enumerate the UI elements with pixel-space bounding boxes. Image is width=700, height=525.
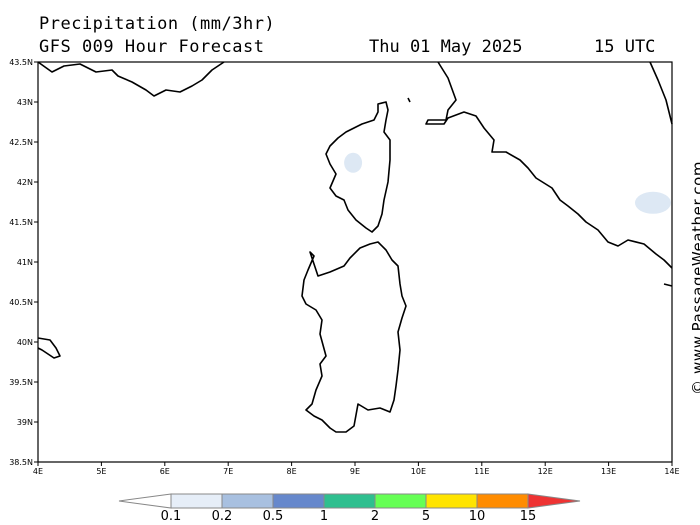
color-legend	[118, 493, 581, 509]
legend-swatch	[374, 493, 427, 509]
axis-ticks: 43.5N 43N 42.5N 42N 41.5N 41N 40.5N 40N 39.5N 39N…	[9, 58, 679, 476]
precipitation-layer	[344, 152, 671, 214]
coastline-west-islet	[37, 337, 61, 359]
lat-tick-label: 43.5N	[9, 58, 33, 67]
coastline-ligurian-east	[425, 61, 673, 269]
legend-label: 2	[370, 509, 380, 524]
lon-tick-label: 10E	[411, 467, 426, 476]
lon-tick-label: 8E	[287, 467, 297, 476]
legend-label: 10	[468, 509, 486, 524]
lat-tick-label: 41.5N	[9, 218, 33, 227]
legend-label: 15	[519, 509, 537, 524]
corsica-coast	[325, 101, 391, 233]
legend-swatch	[272, 493, 325, 509]
chart-title: Precipitation (mm/3hr)	[39, 14, 276, 34]
legend-over-arrow	[527, 493, 581, 509]
coastline-italy-far-east	[649, 61, 673, 125]
map-frame	[37, 61, 673, 463]
legend-swatch	[323, 493, 376, 509]
legend-label: 5	[421, 509, 431, 524]
lat-tick-label: 42.5N	[9, 138, 33, 147]
legend-label: 0.5	[262, 509, 284, 524]
legend-label: 1	[319, 509, 329, 524]
lat-tick-label: 40N	[17, 338, 33, 347]
lon-tick-label: 13E	[601, 467, 616, 476]
coastline-north	[37, 61, 225, 97]
coastline-southeast	[663, 283, 673, 287]
legend-label: 0.1	[160, 509, 182, 524]
lon-tick-label: 14E	[664, 467, 679, 476]
legend-swatch	[170, 493, 223, 509]
forecast-date: Thu 01 May 2025	[369, 37, 523, 57]
lon-tick-label: 4E	[33, 467, 43, 476]
lon-tick-label: 7E	[223, 467, 233, 476]
lat-tick-label: 39N	[17, 418, 33, 427]
legend-label: 0.2	[211, 509, 233, 524]
precip-area	[344, 152, 363, 173]
lat-tick-label: 41N	[17, 258, 33, 267]
forecast-time: 15 UTC	[594, 37, 656, 57]
legend-swatch	[221, 493, 274, 509]
legend-swatch	[425, 493, 478, 509]
credit-text: © www.PassageWeather.com	[689, 160, 700, 395]
legend-swatch	[476, 493, 529, 509]
lon-tick-label: 11E	[474, 467, 489, 476]
lat-tick-label: 42N	[17, 178, 33, 187]
lon-tick-label: 6E	[160, 467, 170, 476]
coastline-islet	[407, 97, 411, 103]
precip-area	[634, 191, 671, 214]
lon-tick-label: 12E	[538, 467, 553, 476]
lat-tick-label: 43N	[17, 98, 33, 107]
lat-tick-label: 39.5N	[9, 378, 33, 387]
sardinia-coast	[301, 241, 407, 433]
forecast-subtitle: GFS 009 Hour Forecast	[39, 37, 265, 57]
lon-tick-label: 5E	[96, 467, 106, 476]
lat-tick-label: 38.5N	[9, 458, 33, 467]
legend-under-arrow	[118, 493, 172, 509]
coastline-layer	[37, 61, 673, 433]
lon-tick-label: 9E	[350, 467, 360, 476]
lat-tick-label: 40.5N	[9, 298, 33, 307]
